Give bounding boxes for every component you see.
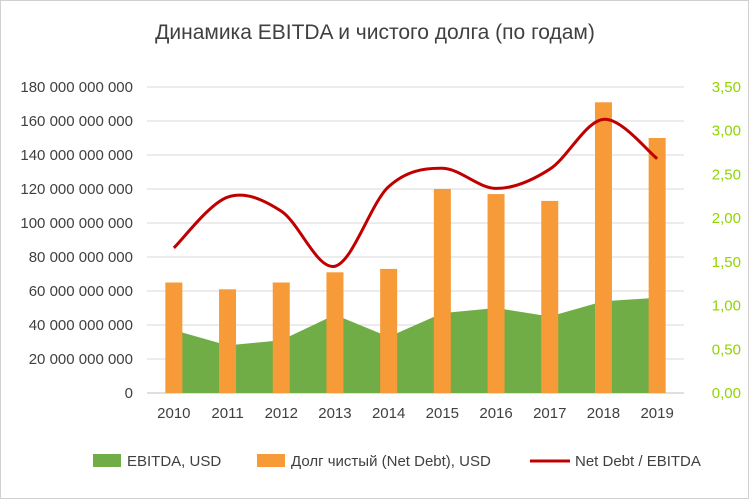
y2-tick-label: 1,00	[712, 298, 741, 315]
chart-title: Динамика EBITDA и чистого долга (по года…	[155, 21, 595, 44]
y2-tick-label: 2,00	[712, 210, 741, 227]
x-tick-label: 2019	[640, 405, 673, 422]
y-tick-label: 100 000 000 000	[20, 215, 133, 232]
y2-tick-label: 3,50	[712, 79, 741, 96]
y-tick-label: 160 000 000 000	[20, 113, 133, 130]
y2-tick-label: 0,50	[712, 341, 741, 358]
y-tick-label: 180 000 000 000	[20, 79, 133, 96]
legend: EBITDA, USD Долг чистый (Net Debt), USD Ne…	[93, 453, 701, 470]
y-tick-label: 80 000 000 000	[29, 249, 133, 266]
y-tick-label: 120 000 000 000	[20, 181, 133, 198]
net-debt-bar	[326, 272, 343, 393]
legend-swatch-net-debt	[257, 454, 285, 467]
ratio-line	[174, 119, 657, 266]
x-tick-label: 2012	[265, 405, 298, 422]
x-tick-label: 2018	[587, 405, 620, 422]
net-debt-bar	[273, 283, 290, 394]
x-tick-label: 2015	[426, 405, 459, 422]
y-tick-label: 140 000 000 000	[20, 147, 133, 164]
x-tick-label: 2017	[533, 405, 566, 422]
y-tick-label: 20 000 000 000	[29, 351, 133, 368]
net-debt-bar	[541, 201, 558, 393]
legend-swatch-ebitda	[93, 454, 121, 467]
legend-label-ratio: Net Debt / EBITDA	[575, 453, 701, 470]
right-axis: 0,00 0,50 1,00 1,50 2,00 2,50 3,00 3,50	[712, 79, 741, 402]
y2-tick-label: 3,00	[712, 123, 741, 140]
x-tick-label: 2010	[157, 405, 190, 422]
net-debt-bar	[380, 269, 397, 393]
y2-tick-label: 1,50	[712, 254, 741, 271]
ratio-line-layer	[174, 119, 658, 266]
x-tick-label: 2016	[479, 405, 512, 422]
left-axis: 0 20 000 000 000 40 000 000 000 60 000 000 …	[20, 79, 133, 402]
net-debt-bar	[219, 289, 236, 393]
x-tick-label: 2014	[372, 405, 405, 422]
y2-tick-label: 0,00	[712, 385, 741, 402]
x-axis: 2010 2011 2012 2013 2014 2015 2016 2017 2018 2019	[157, 405, 674, 422]
net-debt-bar	[165, 283, 182, 394]
y-tick-label: 60 000 000 000	[29, 283, 133, 300]
legend-label-ebitda: EBITDA, USD	[127, 453, 221, 470]
net-debt-bar	[488, 194, 505, 393]
y-tick-label: 40 000 000 000	[29, 317, 133, 334]
ebitda-area	[174, 298, 657, 393]
net-debt-bar	[649, 138, 666, 393]
ebitda-area-layer	[174, 298, 657, 393]
x-tick-label: 2011	[211, 405, 243, 422]
x-tick-label: 2013	[318, 405, 351, 422]
net-debt-bar	[595, 102, 612, 393]
y-tick-label: 0	[125, 385, 133, 402]
net-debt-bar	[434, 189, 451, 393]
legend-label-net-debt: Долг чистый (Net Debt), USD	[291, 453, 491, 470]
y2-tick-label: 2,50	[712, 166, 741, 183]
